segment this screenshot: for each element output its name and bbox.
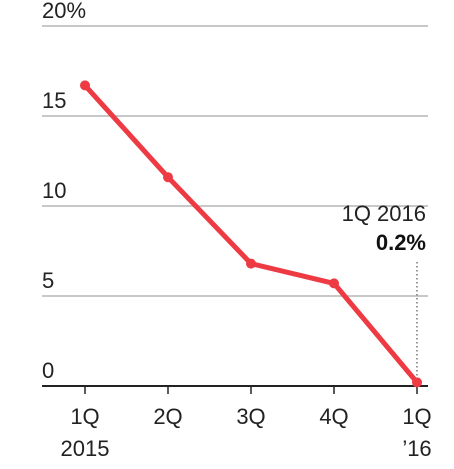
data-point xyxy=(246,258,256,269)
x-tick-label: 3Q xyxy=(236,404,265,429)
x-tick-label: 1Q xyxy=(402,404,431,429)
y-tick-label: 15 xyxy=(42,88,66,113)
x-tick-sublabel: 2015 xyxy=(61,436,110,461)
series-line xyxy=(80,80,422,388)
y-tick-label: 0 xyxy=(42,358,54,383)
x-axis: 1Q 2015 2Q 3Q 4Q 1Q ’16 xyxy=(42,385,432,461)
x-tick-label: 1Q xyxy=(70,404,99,429)
y-axis-tick-labels: 20% 15 10 5 0 xyxy=(42,0,86,383)
annotation-value: 0.2% xyxy=(376,230,426,255)
gridlines xyxy=(42,25,428,297)
annotation-label: 1Q 2016 xyxy=(342,201,426,226)
y-tick-label: 5 xyxy=(42,268,54,293)
data-point xyxy=(80,80,90,91)
y-tick-label: 20% xyxy=(42,0,86,23)
y-tick-label: 10 xyxy=(42,178,66,203)
data-point xyxy=(412,377,422,388)
series-polyline xyxy=(82,82,420,385)
x-tick-label: 2Q xyxy=(153,404,182,429)
data-point xyxy=(329,278,339,289)
x-tick-label: 4Q xyxy=(319,404,348,429)
data-point xyxy=(163,172,173,183)
annotation: 1Q 2016 0.2% xyxy=(342,201,426,383)
x-tick-sublabel: ’16 xyxy=(402,436,431,461)
